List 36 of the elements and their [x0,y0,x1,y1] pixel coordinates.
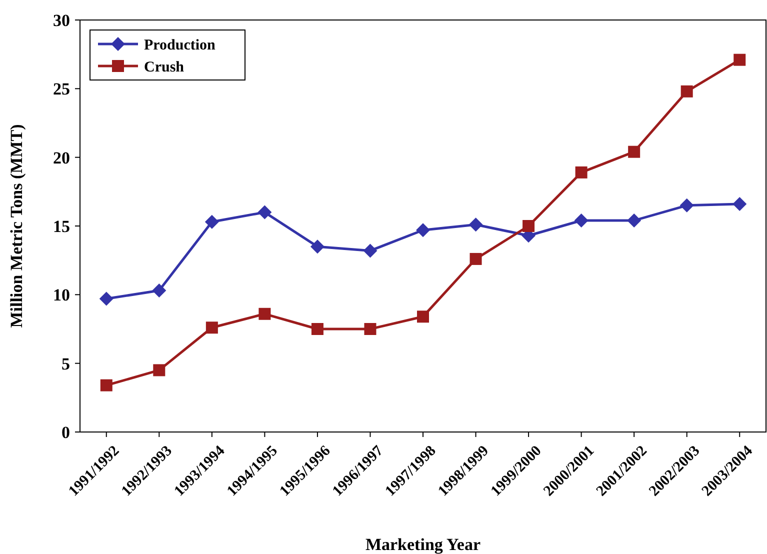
point [206,322,218,334]
point [574,214,588,228]
point [310,240,324,254]
point [152,284,166,298]
y-tick-label: 15 [53,216,70,236]
point [99,292,114,306]
y-tick-label: 10 [53,286,70,305]
point [680,198,694,212]
point [416,223,430,238]
y-tick-label: 30 [53,10,70,30]
point [680,85,693,98]
y-tick-label: 25 [53,80,70,99]
y-tick-label: 20 [53,148,70,168]
point [627,214,642,228]
point [628,146,640,158]
point [470,252,482,265]
legend-label: Production [144,37,216,54]
point [100,379,112,392]
point [153,364,166,376]
point [364,323,376,335]
point [732,197,747,212]
point [311,323,324,335]
y-tick-label: 0 [62,422,70,442]
point [204,214,219,229]
point [734,54,746,66]
y-tick-label: 5 [62,354,70,374]
point [417,310,429,323]
point [258,205,272,220]
point [468,218,483,232]
legend-label: Crush [144,59,185,76]
y-axis-title: Million Metric Tons (MMT) [7,124,26,328]
point [522,220,535,232]
point [575,166,588,178]
point [258,308,271,320]
x-axis-title: Marketing Year [365,535,481,554]
point [363,244,378,258]
